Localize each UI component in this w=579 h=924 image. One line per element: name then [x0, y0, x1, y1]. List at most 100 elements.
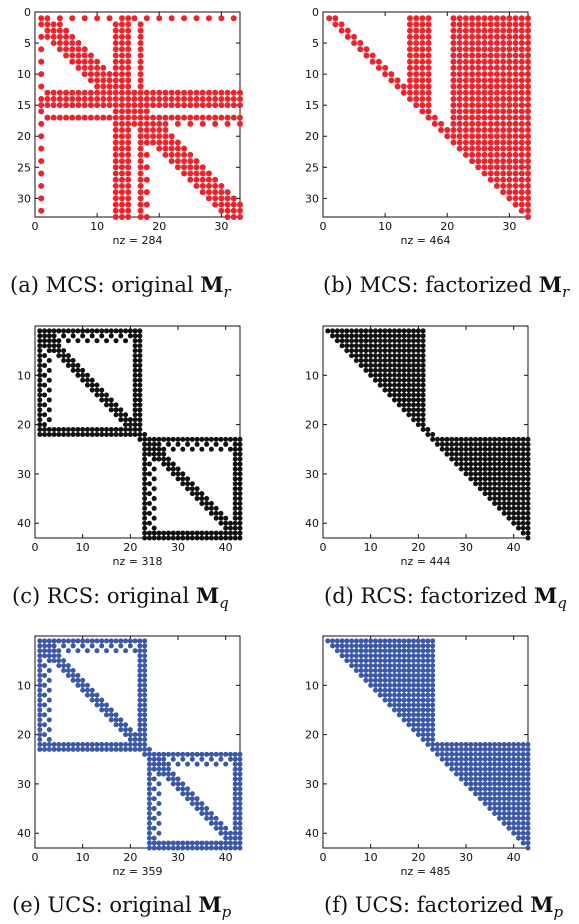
nonzero-dot [415, 417, 421, 423]
nonzero-dot [413, 15, 420, 22]
nonzero-dot [511, 515, 517, 521]
nonzero-dot [205, 114, 212, 121]
caption-c-matrix: M [195, 583, 220, 608]
nonzero-dot [127, 741, 133, 747]
nonzero-dot [382, 668, 388, 674]
nonzero-dot [137, 95, 144, 102]
nonzero-dot [146, 820, 152, 826]
nonzero-dot [512, 15, 519, 22]
nonzero-dot [482, 441, 488, 447]
nonzero-dot [420, 682, 426, 688]
nonzero-dot [518, 207, 525, 214]
nonzero-dot [525, 476, 531, 482]
nonzero-dot [462, 139, 469, 146]
nonzero-dot [396, 658, 402, 664]
nonzero-dot [469, 127, 476, 134]
nonzero-dot [132, 741, 138, 747]
nonzero-dot [189, 535, 195, 541]
nonzero-dot [475, 164, 482, 171]
nonzero-dot [199, 810, 205, 816]
nonzero-dot [63, 46, 70, 53]
nonzero-dot [512, 139, 519, 146]
nonzero-dot [456, 108, 463, 115]
nonzero-dot [61, 658, 67, 664]
nonzero-dot [112, 145, 119, 152]
nonzero-dot [450, 64, 457, 71]
nonzero-dot [37, 741, 43, 747]
nonzero-dot [61, 431, 67, 437]
nonzero-dot [180, 436, 186, 442]
nonzero-dot [237, 830, 243, 836]
nonzero-dot [37, 367, 43, 373]
nonzero-dot [194, 436, 200, 442]
nonzero-dot [46, 727, 52, 733]
nonzero-dot [368, 663, 374, 669]
nonzero-dot [473, 451, 479, 457]
nonzero-dot [118, 201, 125, 208]
nonzero-dot [506, 151, 513, 158]
nonzero-dot [496, 456, 502, 462]
nonzero-dot [411, 367, 417, 373]
nonzero-dot [175, 781, 181, 787]
nonzero-dot [411, 402, 417, 408]
nonzero-dot [142, 722, 148, 728]
nonzero-dot [520, 510, 526, 516]
nonzero-dot [492, 796, 498, 802]
nonzero-dot [99, 702, 105, 708]
nonzero-dot [185, 791, 191, 797]
nonzero-dot [151, 476, 157, 482]
nonzero-dot [401, 362, 407, 368]
nonzero-dot [525, 491, 531, 497]
nonzero-dot [185, 476, 191, 482]
nonzero-dot [42, 638, 48, 644]
nonzero-dot [406, 95, 413, 102]
nonzero-dot [37, 638, 43, 644]
nonzero-dot [80, 682, 86, 688]
nonzero-dot [137, 737, 143, 743]
nonzero-dot [481, 89, 488, 96]
nonzero-dot [419, 95, 426, 102]
y-tick-label-5: 5 [24, 37, 31, 50]
nonzero-dot [112, 120, 119, 127]
nonzero-dot [425, 663, 431, 669]
nonzero-dot [205, 182, 212, 189]
nonzero-dot [56, 27, 63, 34]
nonzero-dot [388, 77, 395, 84]
nonzero-dot [525, 741, 531, 747]
nonzero-dot [142, 515, 148, 521]
nonzero-dot [520, 791, 526, 797]
nonzero-dot [396, 338, 402, 344]
nonzero-dot [482, 771, 488, 777]
nonzero-dot [487, 139, 494, 146]
nonzero-dot [142, 451, 148, 457]
nonzero-dot [232, 781, 238, 787]
nonzero-dot [208, 820, 214, 826]
nonzero-dot [125, 108, 132, 115]
nonzero-dot [396, 687, 402, 693]
nonzero-dot [482, 486, 488, 492]
nonzero-dot [42, 392, 48, 398]
nonzero-dot [38, 108, 45, 115]
nonzero-dot [487, 46, 494, 53]
caption-f: (f) UCS: factorized Mp [324, 892, 563, 921]
nonzero-dot [515, 520, 521, 526]
nonzero-dot [237, 751, 243, 757]
nonzero-dot [75, 638, 81, 644]
x-tick-label-10: 10 [76, 541, 90, 554]
x-tick-label-20: 20 [411, 541, 425, 554]
nonzero-dot [51, 643, 57, 649]
nonzero-dot [63, 95, 70, 102]
nonzero-dot [506, 751, 512, 757]
nonzero-dot [368, 353, 374, 359]
nonzero-dot [456, 71, 463, 78]
nonzero-dot [413, 58, 420, 65]
nonzero-dot [406, 643, 412, 649]
nonzero-dot [525, 58, 531, 65]
nonzero-dot [123, 741, 129, 747]
nonzero-dot [387, 692, 393, 698]
nonzero-dot [415, 638, 421, 644]
nonzero-dot [411, 677, 417, 683]
nonzero-dot [406, 397, 412, 403]
nonzero-dot [142, 436, 148, 442]
nonzero-dot [193, 170, 200, 177]
